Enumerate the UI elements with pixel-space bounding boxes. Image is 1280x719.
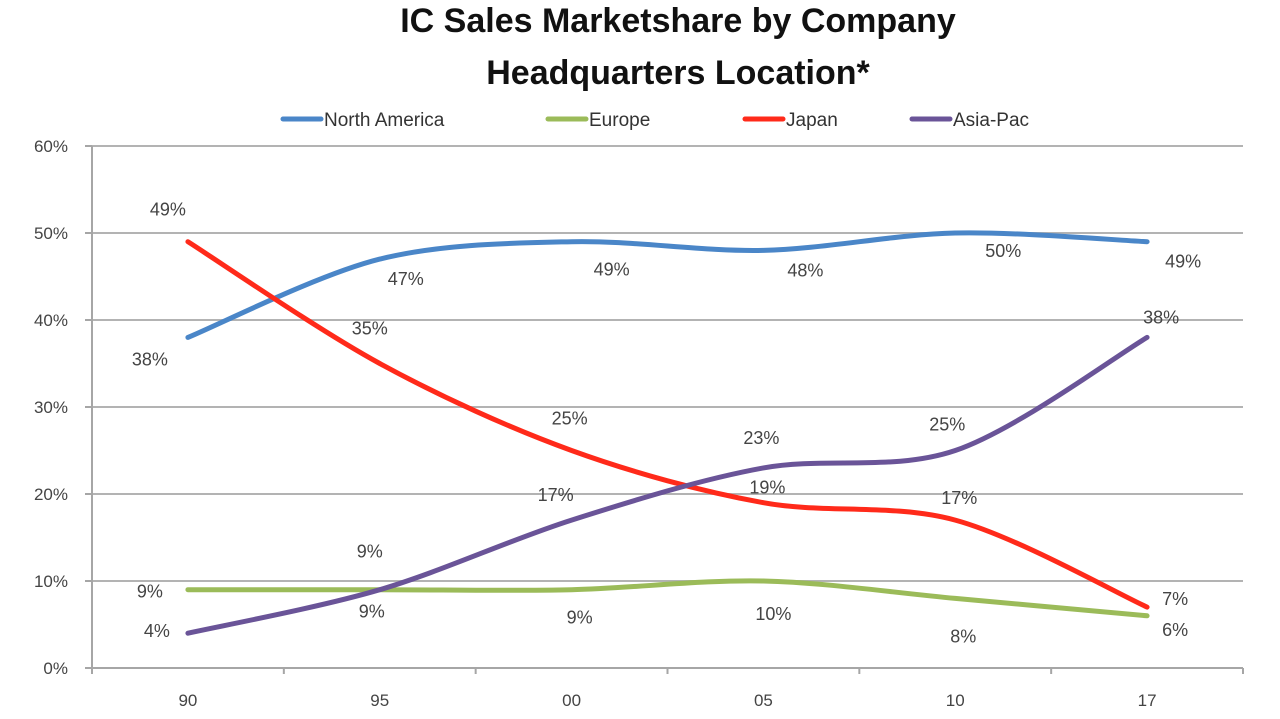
series-lines [185,230,1150,636]
data-label: 48% [787,260,823,280]
axes: 0% 10% 20% 30% 40% 50% 60% 90 95 00 05 10 17 [34,137,1244,710]
data-label: 9% [359,602,385,622]
data-label: 9% [567,608,593,628]
data-label: 35% [352,319,388,339]
data-label: 6% [1162,620,1188,640]
x-tick-label: 17 [1138,691,1157,710]
chart-title-line-2: Headquarters Location* [486,54,870,92]
x-tick-label: 95 [370,691,389,710]
x-tick-label: 10 [946,691,965,710]
legend-item: Japan [742,110,838,131]
y-tick-label: 60% [34,137,68,156]
data-label: 49% [1165,252,1201,272]
x-tick-label: 00 [562,691,581,710]
x-tick-label: 90 [178,691,197,710]
data-label: 19% [749,478,785,498]
series-line-north-america [185,230,1150,340]
data-label: 50% [985,241,1021,261]
y-tick-label: 40% [34,311,68,330]
y-tick-label: 0% [43,659,68,678]
data-label: 25% [929,415,965,435]
data-label: 25% [552,409,588,429]
data-label: 17% [941,488,977,508]
data-label: 49% [594,260,630,280]
data-label: 9% [357,542,383,562]
data-labels: 38% 47% 49% 48% 50% 49% 9% 9% 9% 10% 8% 6% 49% 35% 25%… [132,200,1201,647]
data-label: 23% [743,428,779,448]
chart-title-line-1: IC Sales Marketshare by Company [400,2,956,40]
data-label: 47% [388,269,424,289]
legend-label: Asia-Pac [953,110,1029,131]
series-line-japan [185,239,1150,610]
series-line-europe [185,578,1150,619]
y-tick-label: 10% [34,572,68,591]
y-tick-label: 50% [34,224,68,243]
y-tick-label: 30% [34,398,68,417]
data-label: 17% [538,485,574,505]
data-label: 4% [144,621,170,641]
x-tick-label: 05 [754,691,773,710]
data-label: 9% [137,582,163,602]
data-label: 7% [1162,589,1188,609]
gridlines [92,145,1243,582]
data-label: 38% [132,349,168,369]
data-label: 10% [755,604,791,624]
data-label: 8% [950,626,976,646]
data-label: 49% [150,200,186,220]
y-tick-label: 20% [34,485,68,504]
legend-label: North America [324,110,445,131]
legend-label: Japan [786,110,838,131]
legend-label: Europe [589,110,650,131]
legend-item: Europe [545,110,650,131]
legend-item: North America [280,110,445,131]
legend: North America Europe Japan Asia-Pac [280,110,1029,131]
series-line-asia-pac [185,334,1150,636]
legend-item: Asia-Pac [909,110,1029,131]
data-label: 38% [1143,307,1179,327]
